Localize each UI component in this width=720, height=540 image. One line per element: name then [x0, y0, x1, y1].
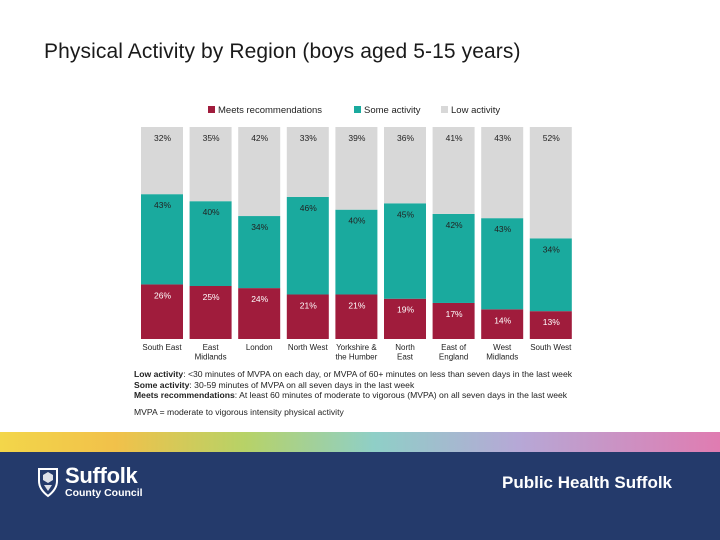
bar-3-series-2	[238, 216, 281, 289]
bar-3-series-3	[238, 127, 281, 217]
data-label-6-series-2: 45%	[397, 209, 414, 219]
category-label-7-line-2: England	[439, 353, 468, 362]
category-label-7-line-1: East of	[441, 343, 467, 352]
bar-5-series-3	[335, 127, 378, 210]
bar-7-series-2	[432, 213, 475, 303]
data-label-1-series-2: 43%	[154, 200, 171, 210]
footer-bar	[0, 452, 720, 540]
data-label-2-series-1: 25%	[203, 292, 220, 302]
category-label-1-line-1: South East	[142, 343, 182, 352]
note-some-activity: Some activity: 30-59 minutes of MVPA on …	[134, 379, 415, 390]
data-label-5-series-2: 40%	[348, 216, 365, 226]
category-label-2-line-1: East	[203, 343, 220, 352]
data-label-5-series-1: 21%	[348, 300, 365, 310]
legend-label-1: Meets recommendations	[218, 105, 322, 116]
public-health-suffolk-logo: Public Health Suffolk	[502, 473, 673, 492]
stacked-bar-chart: Meets recommendations Some activity Low ac…	[141, 105, 572, 362]
data-label-9-series-3: 52%	[543, 133, 560, 143]
bar-9-series-1	[529, 311, 572, 339]
page-title: Physical Activity by Region (boys aged 5…	[44, 40, 521, 63]
decorative-color-band	[0, 432, 720, 452]
bar-9-series-3	[529, 127, 572, 239]
legend-swatch-3	[441, 106, 448, 113]
category-label-6-line-2: East	[397, 353, 414, 362]
category-label-3-line-1: London	[246, 343, 273, 352]
category-label-2-line-2: Midlands	[195, 353, 227, 362]
data-label-6-series-3: 36%	[397, 133, 414, 143]
bar-2-series-1	[189, 286, 232, 339]
category-label-6-line-1: North	[395, 343, 415, 352]
category-label-9-line-1: South West	[530, 343, 572, 352]
bar-2-series-2	[189, 201, 232, 286]
data-label-8-series-1: 14%	[494, 315, 511, 325]
data-label-7-series-1: 17%	[446, 309, 463, 319]
note-mvpa-definition: MVPA = moderate to vigorous intensity ph…	[134, 406, 344, 417]
bar-9-series-2	[529, 238, 572, 312]
category-label-8-line-2: Midlands	[486, 353, 518, 362]
data-label-9-series-1: 13%	[543, 317, 560, 327]
bar-3-series-1	[238, 288, 281, 339]
bar-4-series-1	[286, 294, 329, 339]
data-label-2-series-3: 35%	[203, 133, 220, 143]
data-label-5-series-3: 39%	[348, 133, 365, 143]
bar-8-series-3	[481, 127, 524, 219]
data-label-1-series-1: 26%	[154, 290, 171, 300]
bar-6-series-3	[384, 127, 426, 204]
legend-swatch-1	[208, 106, 215, 113]
data-label-3-series-2: 34%	[251, 222, 268, 232]
county-council-text: County Council	[65, 487, 143, 499]
data-label-4-series-3: 33%	[300, 133, 317, 143]
data-label-9-series-2: 34%	[543, 244, 560, 254]
data-label-7-series-2: 42%	[446, 220, 463, 230]
category-label-8-line-1: West	[493, 343, 512, 352]
category-label-5-line-2: the Humber	[336, 353, 378, 362]
data-label-4-series-1: 21%	[300, 300, 317, 310]
bar-2-series-3	[189, 127, 232, 202]
data-label-7-series-3: 41%	[446, 133, 463, 143]
legend-label-2: Some activity	[364, 105, 421, 116]
data-label-8-series-3: 43%	[494, 133, 511, 143]
suffolk-crest-icon	[38, 468, 58, 498]
legend-label-3: Low activity	[451, 105, 500, 116]
bar-7-series-1	[432, 302, 475, 339]
bar-5-series-1	[335, 294, 378, 339]
category-label-4-line-1: North West	[288, 343, 329, 352]
chart-notes: Low activity: <30 minutes of MVPA on eac…	[134, 369, 604, 417]
data-label-6-series-1: 19%	[397, 305, 414, 315]
data-label-3-series-1: 24%	[251, 294, 268, 304]
bar-6-series-2	[384, 203, 426, 299]
data-label-4-series-2: 46%	[300, 203, 317, 213]
data-label-1-series-3: 32%	[154, 133, 171, 143]
suffolk-logo-text: Suffolk	[65, 463, 138, 488]
bar-1-series-3	[141, 127, 183, 195]
bar-8-series-2	[481, 218, 524, 310]
bar-1-series-1	[141, 284, 183, 339]
bar-7-series-3	[432, 127, 475, 214]
bar-5-series-2	[335, 209, 378, 295]
data-label-3-series-3: 42%	[251, 133, 268, 143]
category-label-5-line-1: Yorkshire &	[336, 343, 377, 352]
data-label-8-series-2: 43%	[494, 224, 511, 234]
bar-4-series-3	[286, 127, 329, 197]
note-meets-recommendations: Meets recommendations: At least 60 minut…	[134, 390, 568, 401]
legend-swatch-2	[354, 106, 361, 113]
note-low-activity: Low activity: <30 minutes of MVPA on eac…	[134, 369, 573, 379]
bar-8-series-1	[481, 309, 524, 339]
bar-6-series-1	[384, 298, 426, 339]
bar-4-series-2	[286, 196, 329, 295]
bar-1-series-2	[141, 194, 183, 285]
data-label-2-series-2: 40%	[203, 207, 220, 217]
